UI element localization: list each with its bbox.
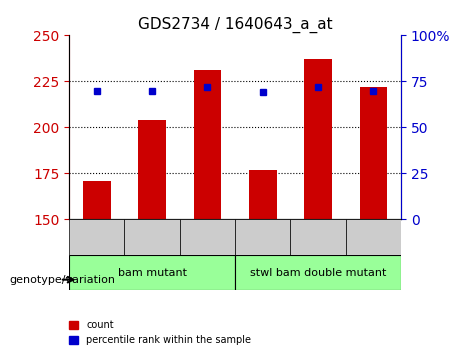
Legend: count, percentile rank within the sample: count, percentile rank within the sample (65, 316, 255, 349)
Bar (138, 120, 166, 219)
Title: GDS2734 / 1640643_a_at: GDS2734 / 1640643_a_at (138, 16, 332, 33)
Bar (249, 170, 277, 219)
FancyBboxPatch shape (235, 255, 401, 290)
Text: genotype/variation: genotype/variation (9, 275, 115, 285)
FancyBboxPatch shape (290, 219, 346, 255)
FancyBboxPatch shape (69, 219, 124, 255)
FancyBboxPatch shape (124, 219, 180, 255)
FancyBboxPatch shape (69, 255, 235, 290)
Bar (83, 181, 111, 219)
Bar (194, 70, 221, 219)
Text: stwl bam double mutant: stwl bam double mutant (250, 268, 386, 278)
FancyBboxPatch shape (346, 219, 401, 255)
FancyBboxPatch shape (235, 219, 290, 255)
Bar (360, 87, 387, 219)
FancyBboxPatch shape (180, 219, 235, 255)
Text: bam mutant: bam mutant (118, 268, 187, 278)
Bar (304, 59, 332, 219)
